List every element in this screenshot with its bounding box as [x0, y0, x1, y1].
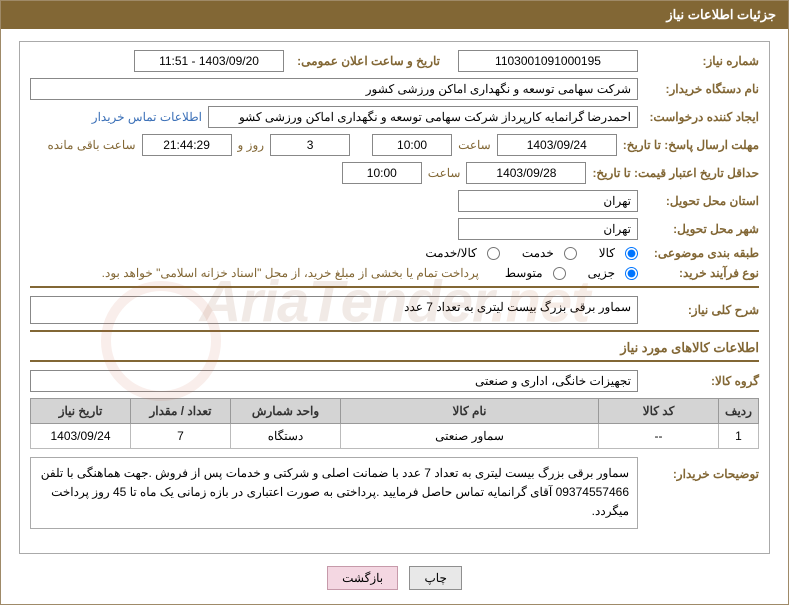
th-unit: واحد شمارش	[231, 399, 341, 424]
deadline-price-label: حداقل تاریخ اعتبار قیمت: تا تاریخ:	[592, 166, 759, 180]
radio-both[interactable]	[487, 247, 500, 260]
cell-row: 1	[719, 424, 759, 449]
deadline-price-date: 1403/09/28	[466, 162, 586, 184]
requester-label: ایجاد کننده درخواست:	[644, 110, 759, 124]
modal-header: جزئیات اطلاعات نیاز	[1, 1, 788, 29]
deadline-price-hour: 10:00	[342, 162, 422, 184]
summary-value: سماور برقی بزرگ بیست لیتری به تعداد 7 عد…	[30, 296, 638, 324]
buyer-org-label: نام دستگاه خریدار:	[644, 82, 759, 96]
cell-name: سماور صنعتی	[341, 424, 599, 449]
city-value: تهران	[458, 218, 638, 240]
th-row: ردیف	[719, 399, 759, 424]
radio-service[interactable]	[564, 247, 577, 260]
th-date: تاریخ نیاز	[31, 399, 131, 424]
buyer-org-value: شرکت سهامی توسعه و نگهداری اماکن ورزشی ک…	[30, 78, 638, 100]
announce-value: 1403/09/20 - 11:51	[134, 50, 284, 72]
radio-both-label: کالا/خدمت	[425, 246, 476, 260]
group-label: گروه کالا:	[644, 374, 759, 388]
radio-goods-label: کالا	[599, 246, 615, 260]
divider-1	[30, 286, 759, 288]
modal-title: جزئیات اطلاعات نیاز	[666, 7, 776, 22]
category-label: طبقه بندی موضوعی:	[644, 246, 759, 260]
province-value: تهران	[458, 190, 638, 212]
divider-2	[30, 330, 759, 332]
need-number-label: شماره نیاز:	[644, 54, 759, 68]
cell-qty: 7	[131, 424, 231, 449]
remain-label: ساعت باقی مانده	[47, 138, 135, 152]
requester-value: احمدرضا گرانمایه کارپرداز شرکت سهامی توس…	[208, 106, 638, 128]
goods-section-title: اطلاعات کالاهای مورد نیاز	[30, 340, 759, 356]
cell-code: --	[599, 424, 719, 449]
city-label: شهر محل تحویل:	[644, 222, 759, 236]
deadline-reply-label: مهلت ارسال پاسخ: تا تاریخ:	[623, 138, 759, 152]
contact-link[interactable]: اطلاعات تماس خریدار	[92, 110, 202, 124]
deadline-reply-hour: 10:00	[372, 134, 452, 156]
payment-note: پرداخت تمام یا بخشی از مبلغ خرید، از محل…	[102, 266, 479, 280]
radio-minor-label: جزیی	[588, 266, 615, 280]
th-name: نام کالا	[341, 399, 599, 424]
details-panel: شماره نیاز: 1103001091000195 تاریخ و ساع…	[19, 41, 770, 554]
table-row: 1 -- سماور صنعتی دستگاه 7 1403/09/24	[31, 424, 759, 449]
days-label: روز و	[238, 138, 265, 152]
need-number-value: 1103001091000195	[458, 50, 638, 72]
buyer-notes-label: توضیحات خریدار:	[644, 457, 759, 481]
proc-type-label: نوع فرآیند خرید:	[644, 266, 759, 280]
goods-table: ردیف کد کالا نام کالا واحد شمارش تعداد /…	[30, 398, 759, 449]
cell-unit: دستگاه	[231, 424, 341, 449]
buyer-notes-text: سماور برقی بزرگ بیست لیتری به تعداد 7 عد…	[30, 457, 638, 529]
hour-label-2: ساعت	[428, 166, 461, 180]
group-value: تجهیزات خانگی، اداری و صنعتی	[30, 370, 638, 392]
button-row: چاپ بازگشت	[1, 566, 788, 590]
province-label: استان محل تحویل:	[644, 194, 759, 208]
radio-medium-label: متوسط	[505, 266, 543, 280]
th-qty: تعداد / مقدار	[131, 399, 231, 424]
print-button[interactable]: چاپ	[409, 566, 461, 590]
back-button[interactable]: بازگشت	[327, 566, 398, 590]
cell-date: 1403/09/24	[31, 424, 131, 449]
announce-label: تاریخ و ساعت اعلان عمومی:	[290, 54, 440, 68]
radio-medium[interactable]	[553, 267, 566, 280]
th-code: کد کالا	[599, 399, 719, 424]
radio-minor[interactable]	[625, 267, 638, 280]
hour-label-1: ساعت	[458, 138, 491, 152]
radio-goods[interactable]	[625, 247, 638, 260]
deadline-reply-date: 1403/09/24	[497, 134, 617, 156]
divider-3	[30, 360, 759, 362]
time-remaining: 21:44:29	[142, 134, 232, 156]
days-remaining: 3	[270, 134, 350, 156]
radio-service-label: خدمت	[522, 246, 554, 260]
summary-label: شرح کلی نیاز:	[644, 303, 759, 317]
